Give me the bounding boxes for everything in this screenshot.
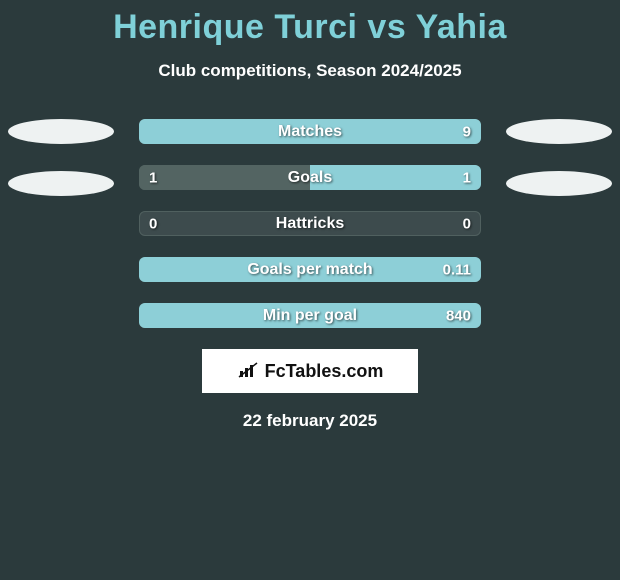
stat-value-right: 1 [463,169,471,186]
stat-value-left: 1 [149,169,157,186]
subtitle: Club competitions, Season 2024/2025 [0,61,620,81]
stat-value-right: 0 [463,215,471,232]
stat-row: Hattricks 0 0 [139,211,481,236]
brand-badge[interactable]: FcTables.com [202,349,418,393]
avatar-placeholder [506,119,612,144]
avatar-placeholder [8,119,114,144]
page-title: Henrique Turci vs Yahia [0,8,620,47]
stat-value-right: 9 [463,123,471,140]
stat-row: Matches 9 [139,119,481,144]
stat-label: Goals [288,169,332,187]
stat-row: Min per goal 840 [139,303,481,328]
avatar-placeholder [506,171,612,196]
stat-row: Goals per match 0.11 [139,257,481,282]
bar-left-fill [139,165,310,190]
avatar-placeholder [8,171,114,196]
stat-value-left: 0 [149,215,157,232]
stat-value-right: 0.11 [443,261,471,278]
comparison-card: Henrique Turci vs Yahia Club competition… [0,0,620,431]
stat-label: Min per goal [263,307,357,325]
stat-label: Hattricks [276,215,344,233]
stat-label: Matches [278,123,342,141]
stats-area: Matches 9 Goals 1 1 Hattricks 0 0 Goals per matc… [0,119,620,328]
bars-icon [237,359,259,384]
date-label: 22 february 2025 [0,411,620,431]
stat-label: Goals per match [247,261,372,279]
stat-row: Goals 1 1 [139,165,481,190]
stat-value-right: 840 [446,307,471,324]
brand-label: FcTables.com [265,361,384,382]
bar-right-fill [310,165,481,190]
